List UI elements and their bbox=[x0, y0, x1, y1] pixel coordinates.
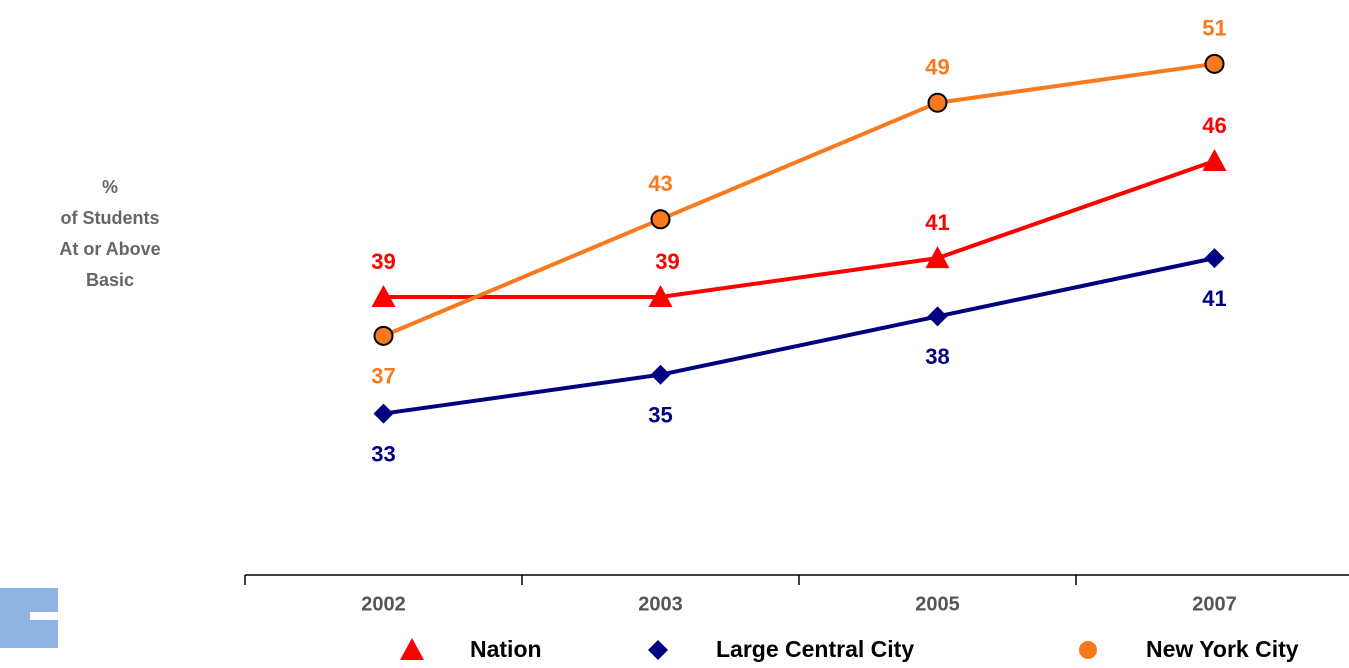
data-label: 51 bbox=[1202, 16, 1226, 41]
data-label: 37 bbox=[371, 364, 395, 389]
data-label: 38 bbox=[925, 344, 949, 369]
marker bbox=[1204, 248, 1225, 269]
y-axis-label: of Students bbox=[61, 208, 160, 228]
marker bbox=[648, 285, 673, 307]
marker bbox=[927, 306, 948, 327]
x-tick-label: 2003 bbox=[638, 593, 683, 615]
data-label: 41 bbox=[925, 210, 949, 235]
logo bbox=[0, 588, 58, 648]
y-axis-label: At or Above bbox=[59, 239, 160, 259]
marker bbox=[925, 246, 950, 269]
data-label: 41 bbox=[1202, 286, 1226, 311]
marker bbox=[1202, 149, 1227, 171]
marker bbox=[373, 325, 394, 346]
marker bbox=[371, 285, 396, 307]
legend-marker bbox=[1079, 641, 1097, 659]
data-label: 39 bbox=[655, 249, 679, 274]
data-label: 43 bbox=[648, 171, 672, 196]
legend-marker bbox=[648, 640, 668, 660]
data-label: 33 bbox=[371, 441, 395, 466]
marker bbox=[650, 364, 671, 385]
marker bbox=[927, 92, 948, 113]
legend-label: New York City bbox=[1146, 636, 1299, 662]
x-tick-label: 2005 bbox=[915, 593, 960, 615]
x-tick-label: 2002 bbox=[361, 593, 406, 615]
data-label: 39 bbox=[371, 249, 395, 274]
y-axis-label: % bbox=[102, 177, 118, 197]
marker bbox=[373, 403, 394, 424]
series-line bbox=[383, 159, 1216, 299]
series-line bbox=[383, 256, 1215, 416]
data-label: 46 bbox=[1202, 113, 1226, 138]
series-line bbox=[382, 61, 1215, 338]
legend-marker bbox=[400, 638, 424, 660]
logo-shape bbox=[0, 588, 58, 648]
x-tick-label: 2007 bbox=[1192, 593, 1237, 615]
legend-label: Large Central City bbox=[716, 636, 914, 662]
marker bbox=[650, 209, 671, 230]
data-label: 35 bbox=[648, 403, 672, 428]
y-axis-label: Basic bbox=[86, 270, 134, 290]
marker bbox=[1204, 53, 1225, 74]
data-label: 49 bbox=[925, 55, 949, 80]
legend-label: Nation bbox=[470, 636, 542, 662]
